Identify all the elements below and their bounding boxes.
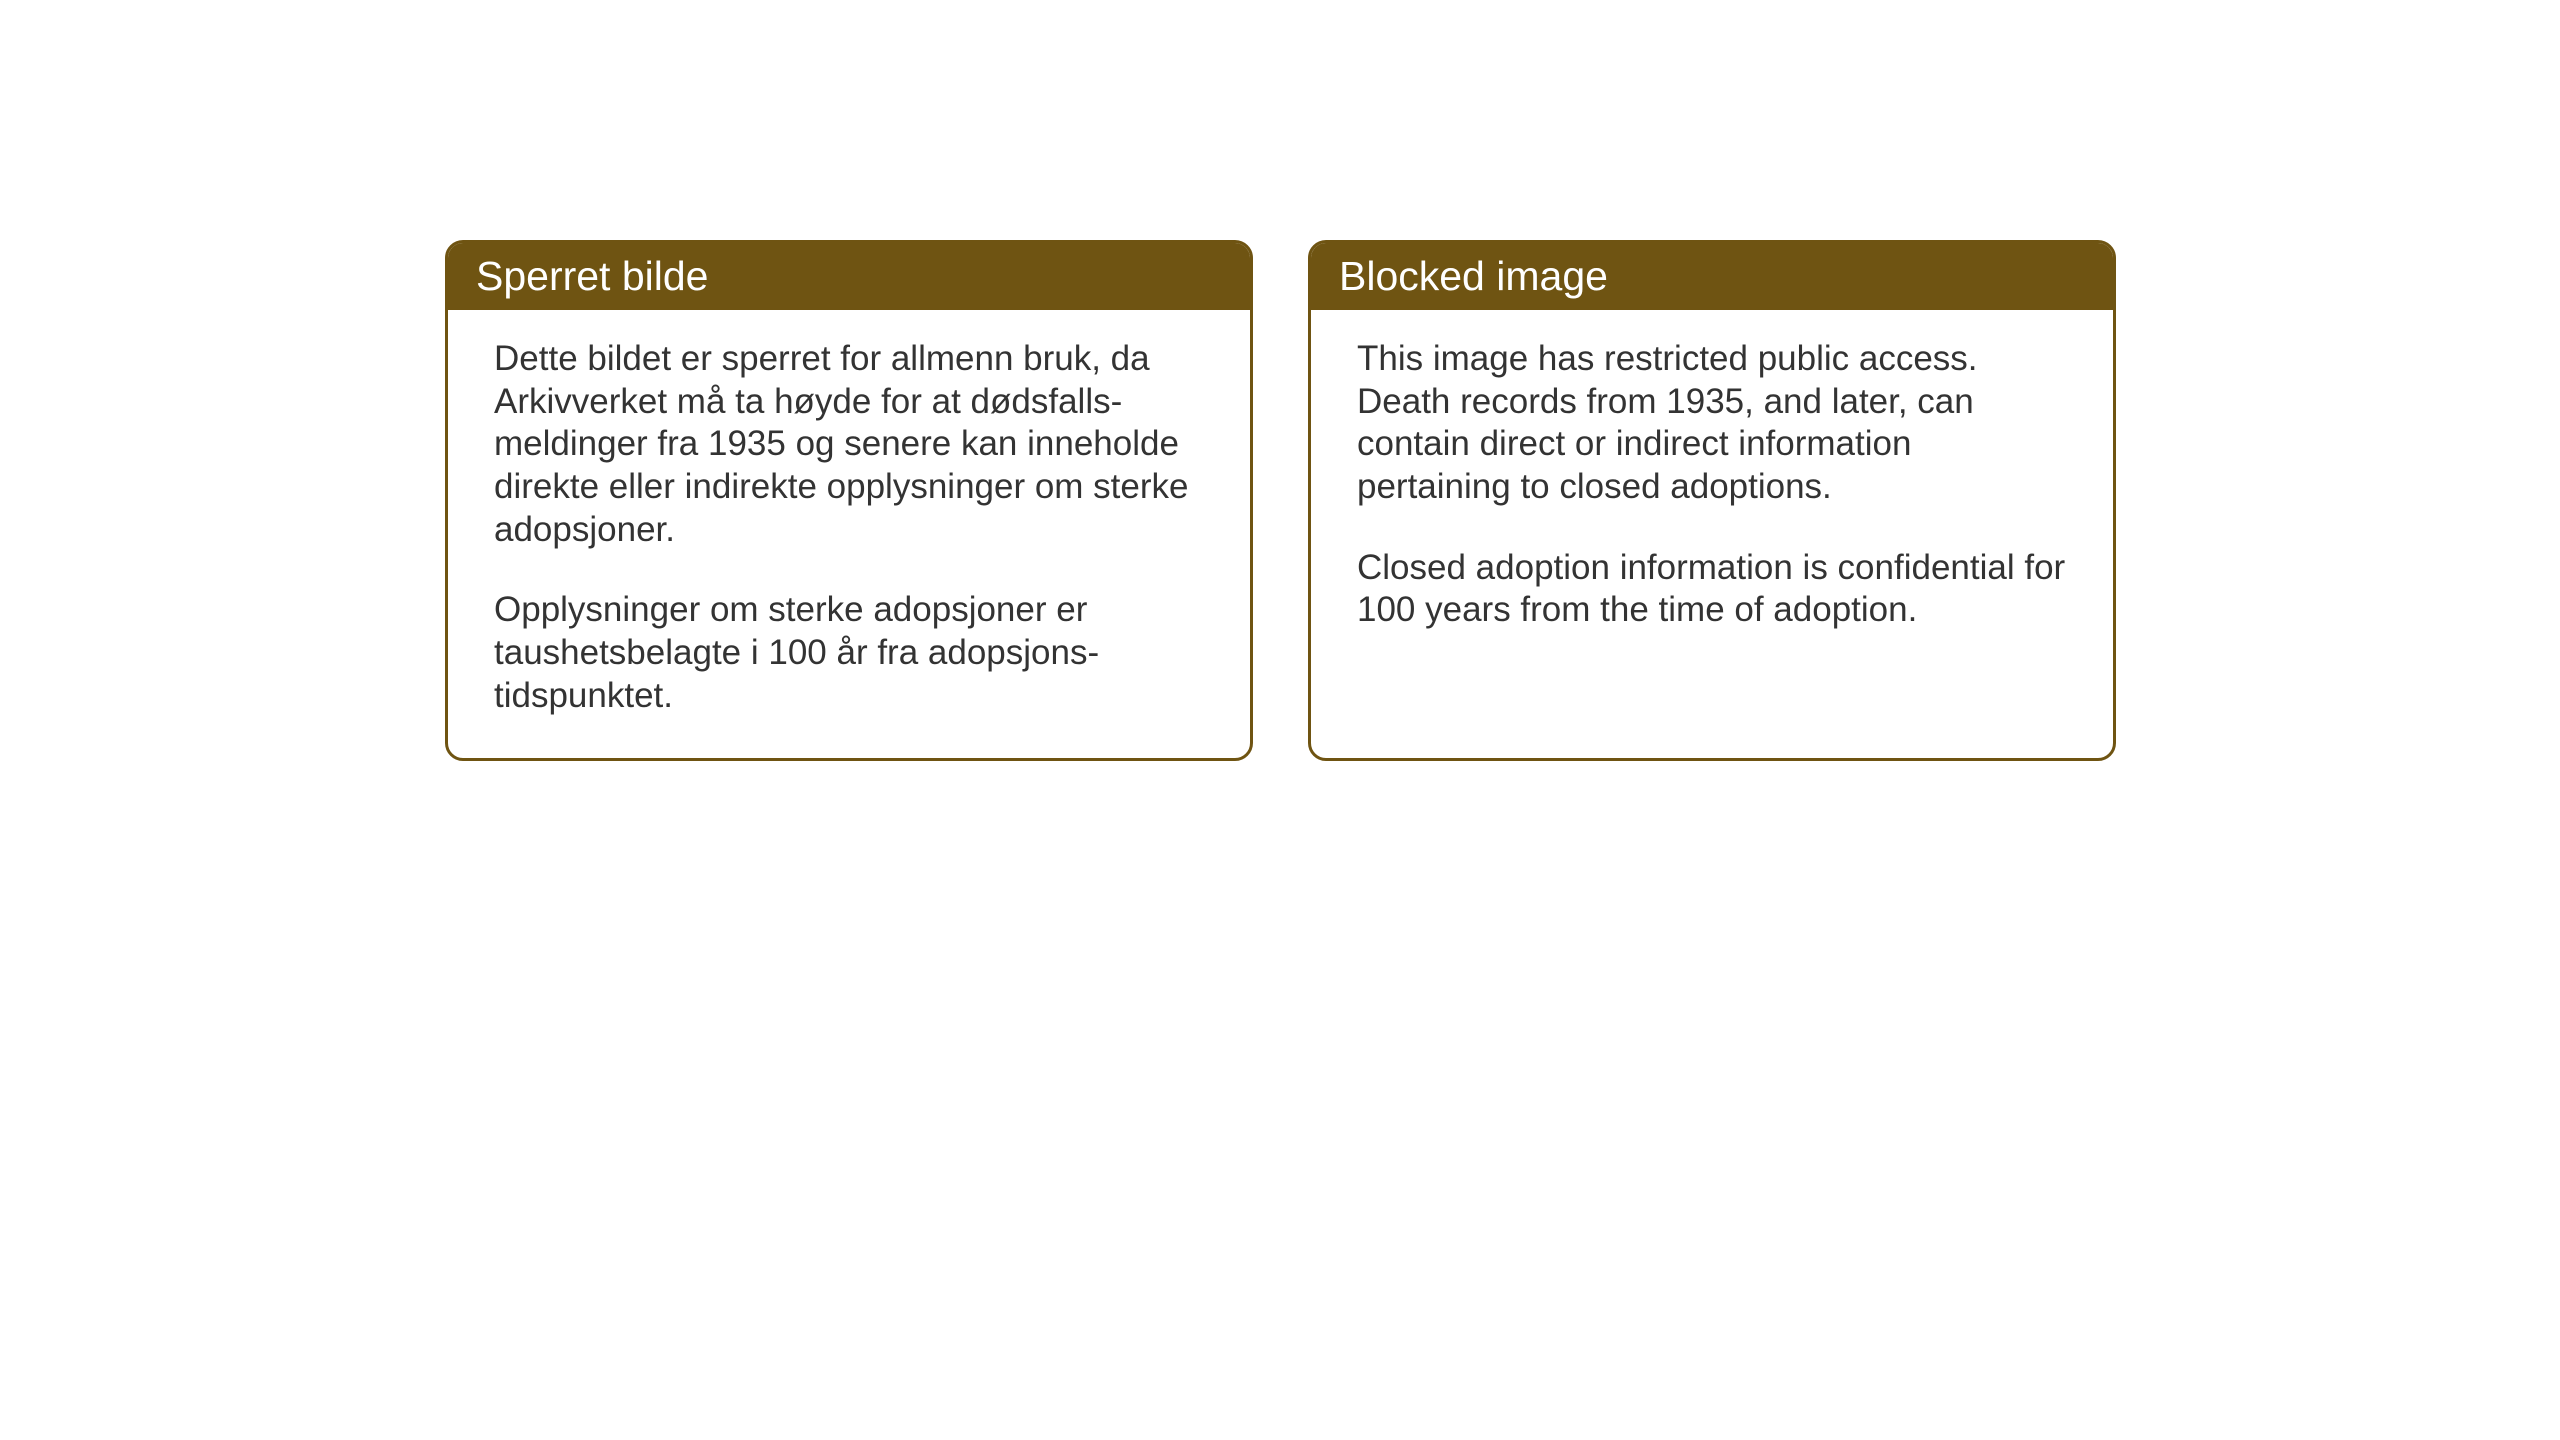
card-paragraph-1-english: This image has restricted public access.… xyxy=(1357,338,2067,509)
card-title-norwegian: Sperret bilde xyxy=(476,253,708,299)
card-title-english: Blocked image xyxy=(1339,253,1608,299)
notice-cards-container: Sperret bilde Dette bildet er sperret fo… xyxy=(445,240,2116,761)
card-paragraph-2-norwegian: Opplysninger om sterke adopsjoner er tau… xyxy=(494,589,1204,717)
card-body-norwegian: Dette bildet er sperret for allmenn bruk… xyxy=(448,310,1250,758)
card-paragraph-1-norwegian: Dette bildet er sperret for allmenn bruk… xyxy=(494,338,1204,551)
card-paragraph-2-english: Closed adoption information is confident… xyxy=(1357,547,2067,632)
card-header-english: Blocked image xyxy=(1311,243,2113,310)
notice-card-english: Blocked image This image has restricted … xyxy=(1308,240,2116,761)
card-body-english: This image has restricted public access.… xyxy=(1311,310,2113,750)
card-header-norwegian: Sperret bilde xyxy=(448,243,1250,310)
notice-card-norwegian: Sperret bilde Dette bildet er sperret fo… xyxy=(445,240,1253,761)
